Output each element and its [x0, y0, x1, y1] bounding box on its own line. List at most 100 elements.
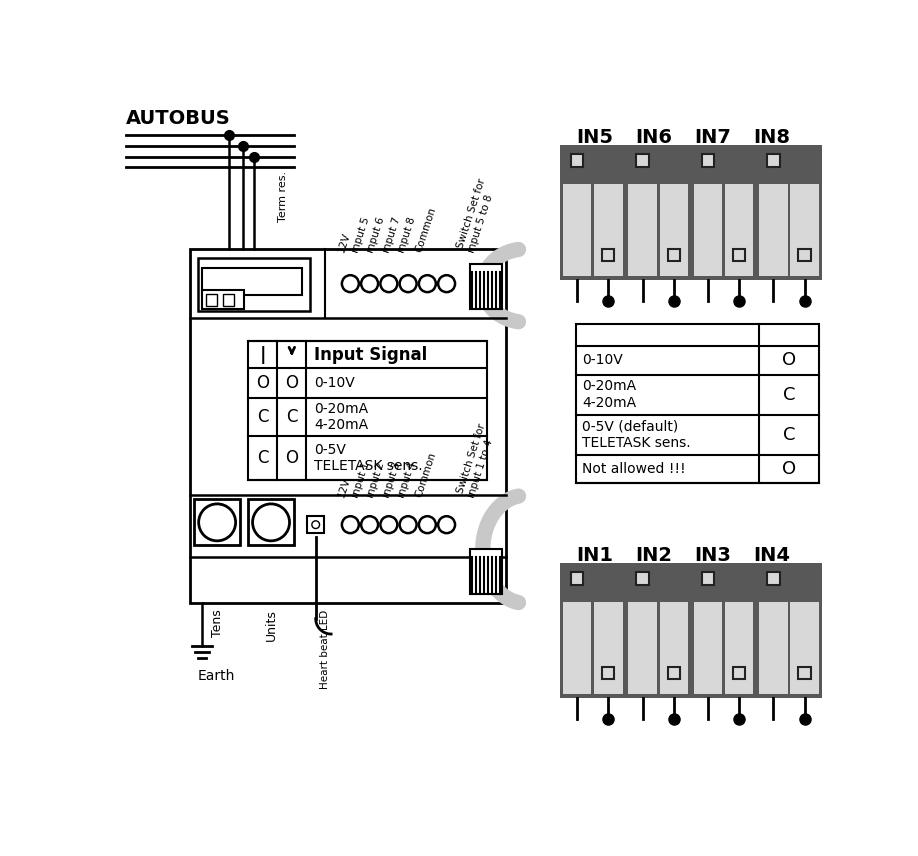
Bar [759, 602, 788, 694]
Text: input 1: input 1 [351, 461, 371, 498]
Ellipse shape [419, 516, 436, 533]
Bar [560, 145, 822, 280]
Text: input 2: input 2 [365, 461, 386, 498]
Bar [563, 602, 591, 694]
Bar [202, 290, 244, 309]
Bar [198, 259, 309, 311]
Text: Units: Units [264, 609, 277, 641]
Ellipse shape [312, 520, 319, 528]
Text: |: | [259, 346, 266, 364]
Text: IN3: IN3 [694, 546, 731, 565]
Bar [759, 183, 788, 276]
Text: input 7: input 7 [381, 216, 402, 253]
Text: IN5: IN5 [576, 128, 613, 147]
Text: IN7: IN7 [694, 128, 731, 147]
Bar [725, 602, 754, 694]
Text: Term res.: Term res. [277, 171, 287, 222]
Bar [594, 602, 622, 694]
Bar [470, 265, 502, 309]
Ellipse shape [252, 504, 289, 541]
Bar [667, 249, 680, 261]
Text: O: O [782, 351, 796, 369]
Bar [190, 249, 506, 603]
Text: 0-5V
TELETASK sens.: 0-5V TELETASK sens. [314, 443, 423, 473]
Bar [767, 573, 779, 585]
Text: Common: Common [413, 451, 438, 498]
Ellipse shape [399, 275, 417, 292]
Bar [563, 183, 591, 276]
Text: input 8: input 8 [397, 216, 418, 253]
Bar [636, 573, 649, 585]
Bar [702, 154, 714, 167]
Text: 0-10V: 0-10V [314, 376, 355, 390]
Text: C: C [286, 407, 297, 426]
Bar [202, 268, 302, 295]
Bar [659, 602, 688, 694]
Ellipse shape [341, 516, 359, 533]
Bar [725, 183, 754, 276]
Text: Tens: Tens [210, 609, 224, 637]
Text: IN1: IN1 [576, 546, 613, 565]
Text: C: C [783, 425, 796, 443]
Text: input 5: input 5 [351, 216, 371, 253]
Bar [571, 573, 583, 585]
Text: C: C [257, 407, 268, 426]
Bar [206, 294, 218, 306]
Text: 0-20mA
4-20mA: 0-20mA 4-20mA [582, 379, 636, 410]
Text: Input Signal: Input Signal [314, 346, 428, 364]
Bar [248, 499, 294, 545]
Ellipse shape [399, 516, 417, 533]
Ellipse shape [438, 516, 455, 533]
Bar [790, 183, 819, 276]
Text: 12V: 12V [337, 231, 353, 253]
Bar [628, 183, 656, 276]
Bar [571, 154, 583, 167]
Bar [602, 667, 614, 680]
Bar [576, 324, 819, 483]
Bar [636, 154, 649, 167]
Bar [767, 154, 779, 167]
Ellipse shape [380, 516, 397, 533]
Bar [222, 294, 234, 306]
Ellipse shape [438, 275, 455, 292]
Text: O: O [285, 449, 298, 467]
Bar [602, 249, 614, 261]
Text: AUTOBUS: AUTOBUS [127, 109, 231, 128]
Bar [702, 573, 714, 585]
Text: Switch Set for
input 1 to 4: Switch Set for input 1 to 4 [456, 423, 498, 498]
Bar [308, 516, 324, 533]
Ellipse shape [198, 504, 236, 541]
Text: input 3: input 3 [381, 461, 402, 498]
Bar [799, 667, 811, 680]
Bar [694, 183, 722, 276]
Bar [194, 499, 241, 545]
Ellipse shape [419, 275, 436, 292]
Bar [733, 667, 745, 680]
Bar [594, 183, 622, 276]
Text: O: O [285, 374, 298, 392]
Text: C: C [783, 385, 796, 403]
Bar [667, 667, 680, 680]
Text: IN6: IN6 [635, 128, 672, 147]
Text: IN4: IN4 [753, 546, 790, 565]
Ellipse shape [380, 275, 397, 292]
Bar [659, 183, 688, 276]
Text: Earth: Earth [198, 669, 235, 683]
Text: O: O [782, 460, 796, 478]
Ellipse shape [341, 275, 359, 292]
Text: O: O [256, 374, 269, 392]
Text: C: C [257, 449, 268, 467]
Text: 0-20mA
4-20mA: 0-20mA 4-20mA [314, 401, 368, 432]
Bar [470, 550, 502, 594]
Ellipse shape [361, 275, 378, 292]
Bar [628, 602, 656, 694]
Text: Heart beat LED: Heart beat LED [319, 609, 330, 688]
Text: 0-5V (default)
TELETASK sens.: 0-5V (default) TELETASK sens. [582, 419, 690, 449]
Text: Switch Set for
input 5 to 8: Switch Set for input 5 to 8 [456, 178, 498, 253]
Text: Common: Common [413, 205, 438, 253]
Ellipse shape [361, 516, 378, 533]
Text: input 6: input 6 [365, 216, 386, 253]
Text: 0-10V: 0-10V [582, 354, 623, 367]
Text: 12V: 12V [337, 476, 353, 498]
Text: IN8: IN8 [753, 128, 790, 147]
